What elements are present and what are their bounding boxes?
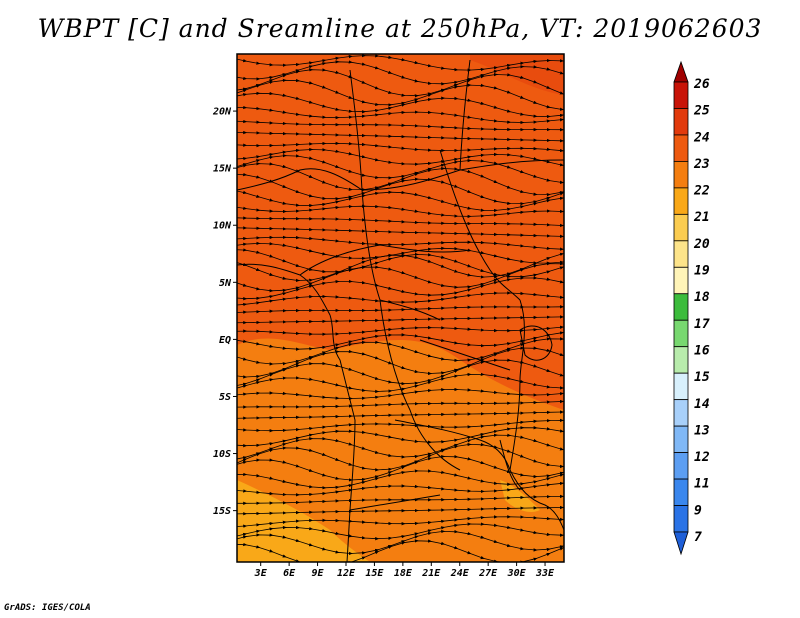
streamline — [237, 387, 564, 401]
colorbar-label: 15 — [694, 370, 710, 385]
colorbar-extend-top — [673, 60, 689, 83]
streamline — [237, 216, 564, 228]
x-tick-label: 12E — [337, 568, 356, 579]
streamline — [237, 119, 564, 132]
colorbar-swatch — [673, 266, 689, 295]
streamline — [237, 291, 564, 307]
x-tick-label: 15E — [365, 568, 384, 579]
streamline — [237, 315, 564, 325]
colorbar-label: 9 — [694, 503, 702, 518]
colorbar-label: 17 — [694, 317, 710, 332]
colorbar-label: 22 — [693, 184, 710, 199]
colorbar-swatch — [673, 293, 689, 321]
streamline — [237, 130, 564, 143]
x-tick-label: 3E — [254, 568, 268, 579]
colorbar-extend-bottom — [673, 531, 689, 556]
colorbar-label: 7 — [694, 530, 702, 545]
colorbar-label: 13 — [694, 423, 710, 438]
colorbar-label: 25 — [693, 104, 710, 119]
streamline — [237, 539, 564, 562]
colorbar-swatch — [673, 505, 689, 533]
x-tick-label: 18E — [394, 568, 413, 579]
y-tick-label: 10S — [213, 449, 231, 460]
y-tick-label: 15N — [213, 164, 232, 175]
colorbar-label: 16 — [694, 344, 710, 359]
colorbar-swatch — [673, 213, 689, 242]
colorbar-swatch — [673, 452, 689, 480]
colorbar-swatch — [673, 319, 689, 348]
colorbar: 26 25 24 23 22 21 20 19 18 17 16 15 14 13 12 11 9 7 — [673, 60, 710, 556]
colorbar-label: 14 — [694, 397, 710, 412]
colorbar-label: 19 — [694, 264, 710, 279]
colorbar-label: 20 — [693, 237, 710, 252]
colorbar-swatch — [673, 478, 689, 506]
streamline — [237, 481, 564, 497]
colorbar-swatch — [673, 346, 689, 374]
streamline — [237, 505, 564, 516]
chart-title: WBPT [C] and Sreamline at 250hPa, VT: 20… — [37, 14, 763, 43]
x-tick-label: 33E — [535, 568, 555, 579]
streamline — [237, 204, 564, 219]
colorbar-swatch — [673, 240, 689, 268]
colorbar-label: 26 — [693, 77, 710, 92]
colorbar-label: 11 — [694, 477, 710, 492]
x-tick-label: 24E — [450, 568, 470, 579]
x-tick-label: 30E — [507, 568, 527, 579]
colorbar-swatch — [673, 134, 689, 162]
y-tick-label: 15S — [213, 506, 231, 517]
colorbar-swatch — [673, 425, 689, 453]
colorbar-label: 18 — [694, 290, 710, 305]
colorbar-swatch — [673, 187, 689, 215]
streamline — [237, 399, 564, 409]
colorbar-swatch — [673, 108, 689, 136]
y-tick-label: 20N — [212, 107, 232, 118]
x-axis: 3E 6E 9E 12E 15E 18E 21E 24E 27E 30E 33E — [254, 562, 555, 579]
y-axis: 20N 15N 10N 5N EQ 5S 10S 15S — [212, 107, 237, 517]
colorbar-label: 21 — [693, 210, 710, 225]
x-tick-label: 9E — [312, 568, 325, 579]
streamline — [237, 226, 564, 239]
colorbar-swatch — [673, 399, 689, 427]
x-tick-label: 27E — [478, 568, 498, 579]
map-area — [237, 54, 564, 562]
colorbar-label: 23 — [693, 157, 710, 172]
y-tick-label: EQ — [219, 335, 231, 346]
x-tick-label: 21E — [421, 568, 441, 579]
y-tick-label: 5S — [219, 392, 231, 403]
country-borders — [237, 59, 564, 562]
colorbar-label: 12 — [694, 450, 710, 465]
streamlines — [237, 54, 564, 562]
colorbar-label: 24 — [693, 130, 710, 145]
colorbar-swatch — [673, 81, 689, 109]
y-tick-label: 5N — [219, 278, 232, 289]
colorbar-swatch — [673, 372, 689, 401]
map-frame — [236, 53, 565, 563]
x-tick-label: 6E — [283, 568, 296, 579]
grads-credit: GrADS: IGES/COLA — [4, 603, 91, 613]
y-tick-label: 10N — [213, 221, 232, 232]
colorbar-swatch — [673, 161, 689, 189]
streamline — [237, 494, 564, 505]
streamline — [237, 305, 564, 314]
